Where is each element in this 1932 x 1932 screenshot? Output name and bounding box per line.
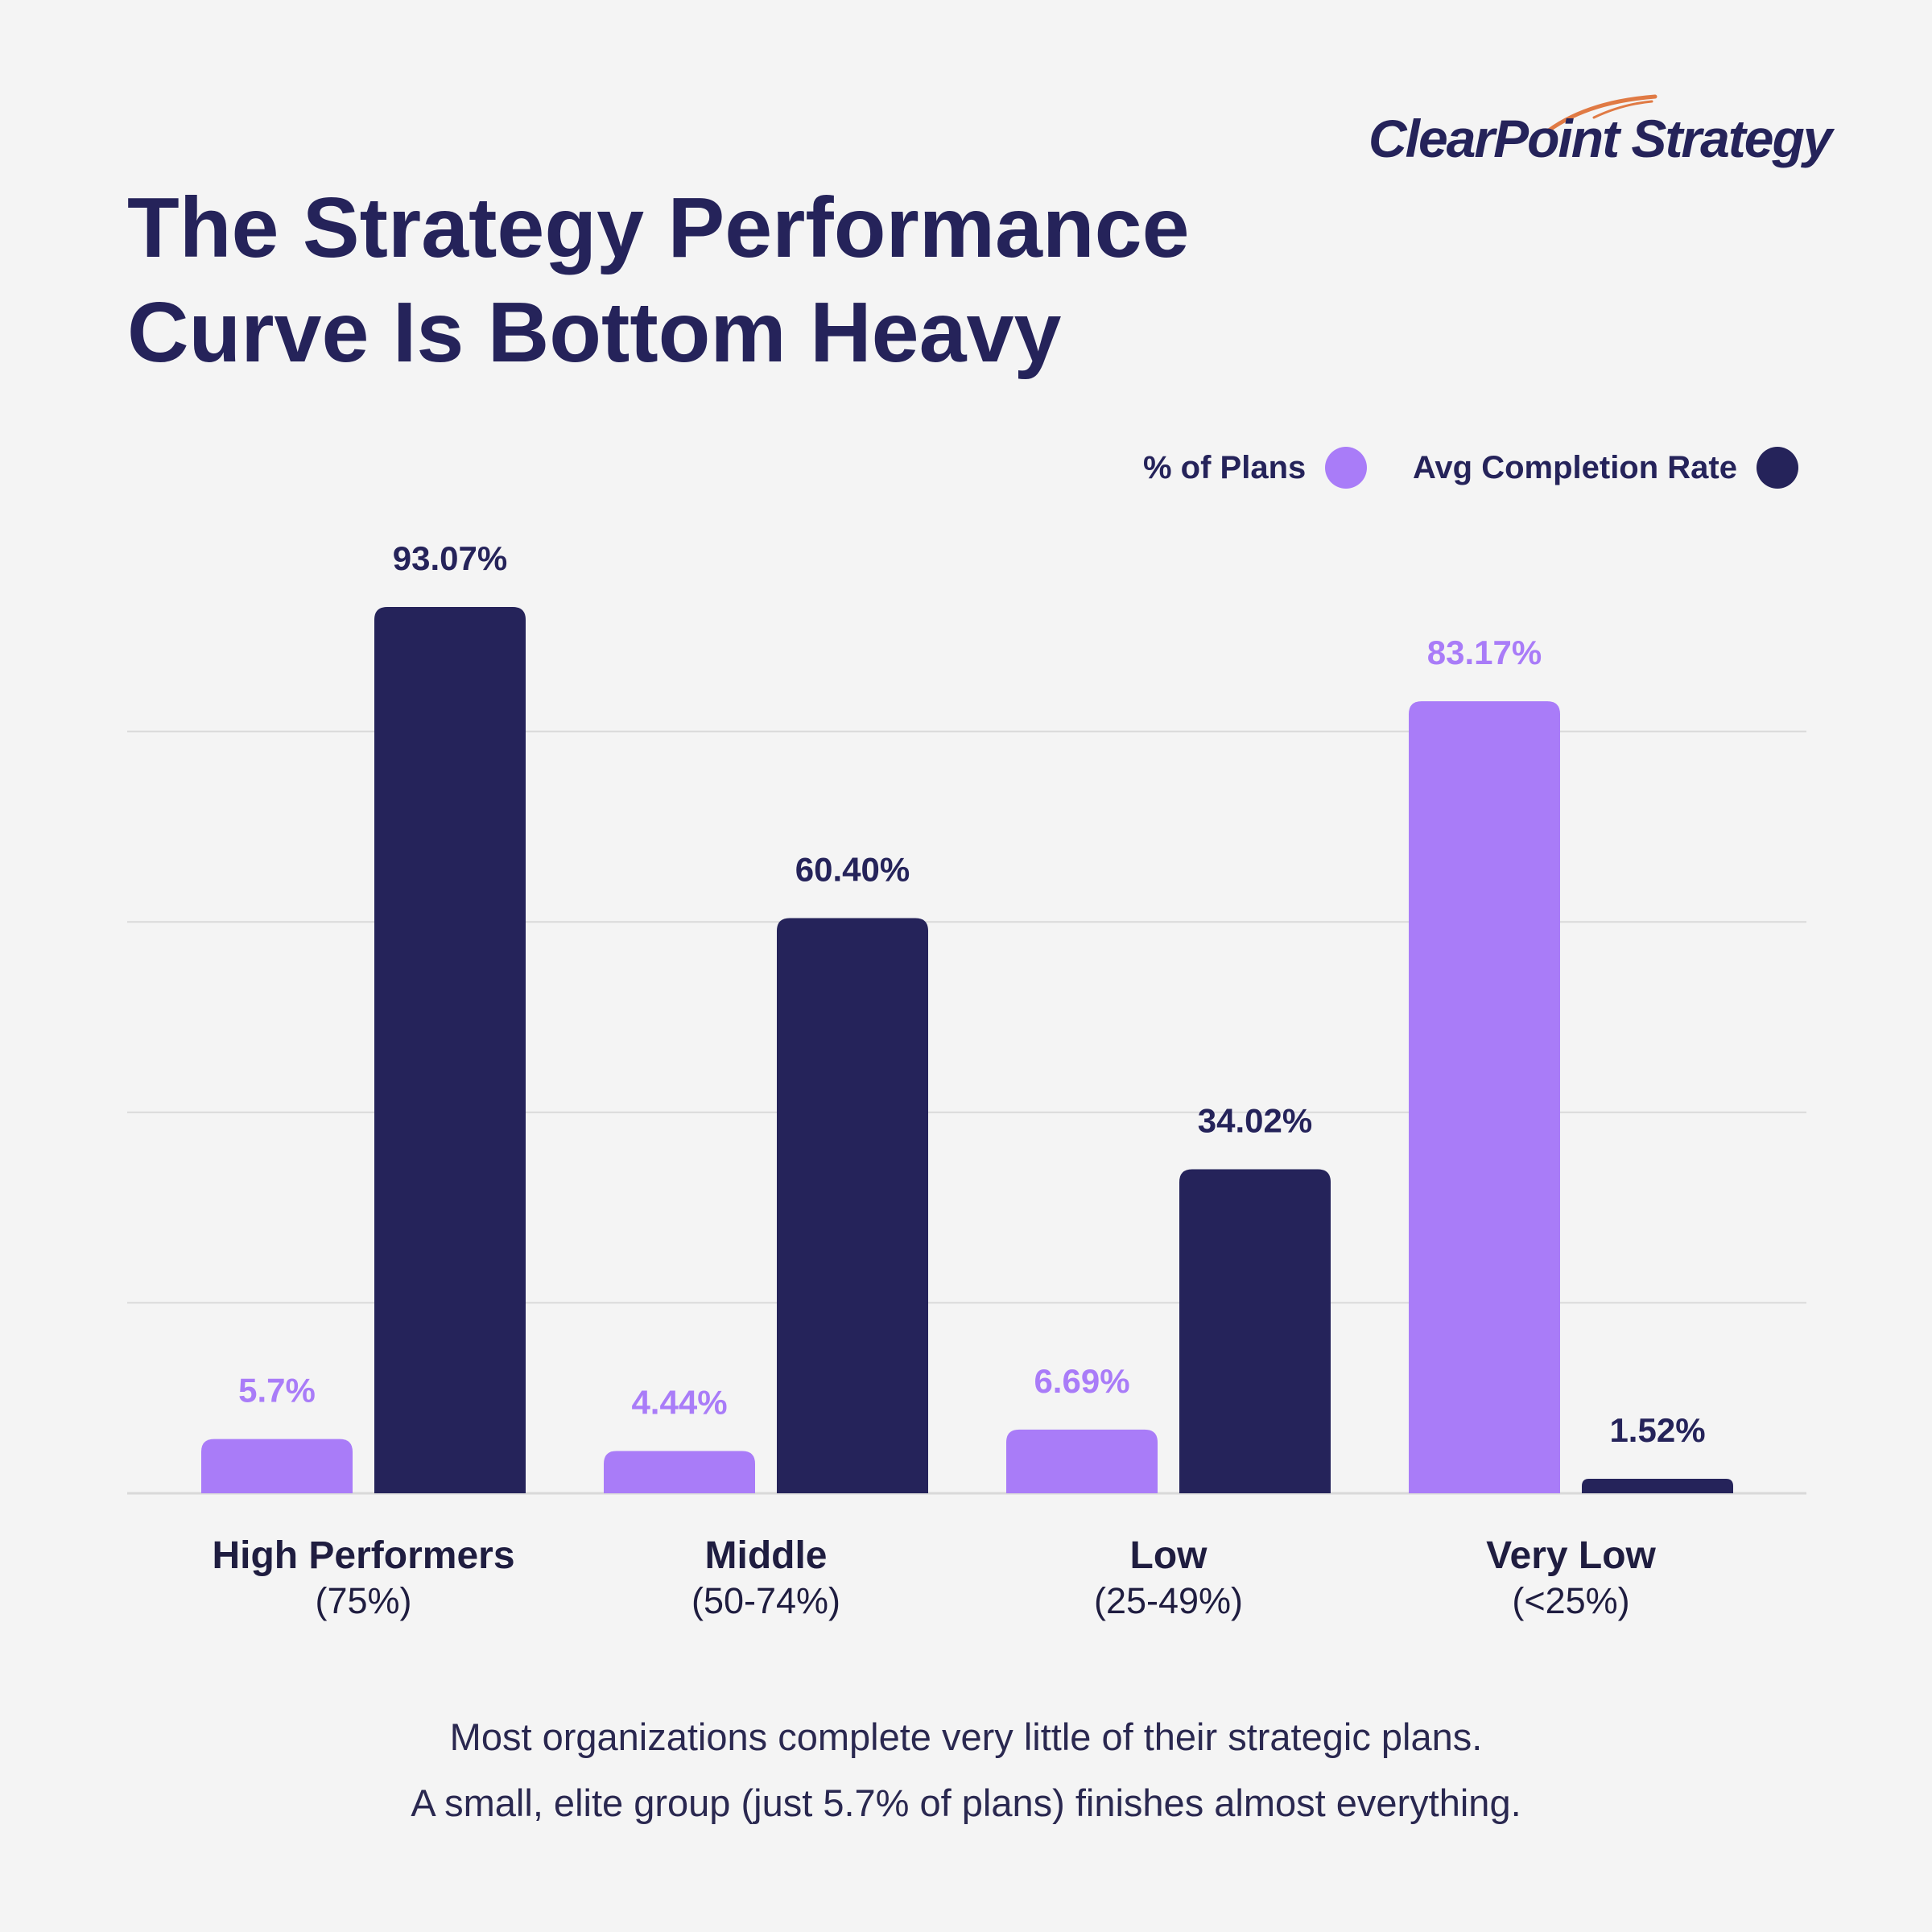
bar-rate: [374, 606, 526, 1493]
bar-rate: [1179, 1169, 1331, 1493]
category-range: (75%): [315, 1580, 412, 1621]
data-label-plans: 6.69%: [1034, 1362, 1129, 1400]
category-label: Very Low (<25%): [1378, 1534, 1765, 1624]
category-range: (50-74%): [691, 1580, 841, 1621]
category-name: Middle: [704, 1534, 828, 1577]
data-label-rate: 60.40%: [795, 850, 910, 888]
chart-title: The Strategy Performance Curve Is Bottom…: [127, 175, 1190, 385]
bar-rate: [1582, 1479, 1733, 1493]
data-label-rate: 93.07%: [393, 539, 507, 577]
data-label-plans: 4.44%: [631, 1383, 727, 1421]
brand-logo: ClearPoint Strategy: [1368, 94, 1832, 177]
bar-plans: [201, 1439, 353, 1493]
brand-name: ClearPoint Strategy: [1368, 109, 1832, 168]
data-label-rate: 34.02%: [1198, 1102, 1312, 1140]
caption-line-2: A small, elite group (just 5.7% of plans…: [411, 1781, 1521, 1824]
legend-item-plans: % of Plans: [1143, 447, 1368, 489]
logo-swoosh-icon: [1546, 94, 1657, 133]
category-label: Middle (50-74%): [573, 1534, 960, 1624]
legend-swatch-rate: [1757, 447, 1798, 489]
category-label: Low (25-49%): [976, 1534, 1362, 1624]
legend-label-rate: Avg Completion Rate: [1413, 449, 1737, 485]
title-line-1: The Strategy Performance: [127, 180, 1190, 275]
bar-plans: [604, 1451, 755, 1493]
title-line-2: Curve Is Bottom Heavy: [127, 285, 1062, 380]
bar-plans: [1409, 701, 1560, 1493]
category-name: Low: [1129, 1534, 1208, 1577]
category-name: High Performers: [212, 1534, 515, 1577]
data-label-plans: 83.17%: [1427, 634, 1542, 671]
category-name: Very Low: [1486, 1534, 1656, 1577]
category-label: High Performers (75%): [171, 1534, 557, 1624]
category-range: (25-49%): [1093, 1580, 1244, 1621]
caption-line-1: Most organizations complete very little …: [449, 1715, 1483, 1758]
data-label-plans: 5.7%: [238, 1372, 316, 1410]
legend-item-rate: Avg Completion Rate: [1413, 447, 1798, 489]
category-range: (<25%): [1512, 1580, 1630, 1621]
legend-label-plans: % of Plans: [1143, 449, 1307, 485]
bar-rate: [777, 918, 928, 1493]
legend-swatch-plans: [1325, 447, 1368, 489]
bar-plans: [1006, 1429, 1158, 1493]
data-label-rate: 1.52%: [1609, 1411, 1705, 1449]
